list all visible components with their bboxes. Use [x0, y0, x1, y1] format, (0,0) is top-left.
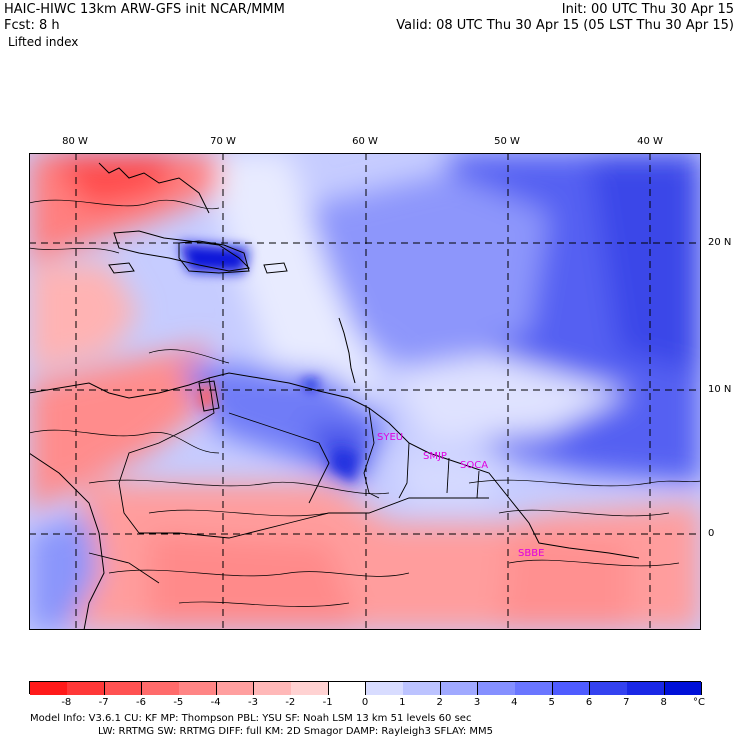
colorbar-unit: °C [693, 697, 705, 708]
lon-label-70w: 70 W [210, 136, 236, 147]
lon-label-60w: 60 W [352, 136, 378, 147]
lat-lon-grid [29, 153, 701, 630]
model-info-line2: LW: RRTMG SW: RRTMG DIFF: full KM: 2D Sm… [98, 726, 494, 737]
colorbar-tick-label: 1 [399, 697, 406, 708]
colorbar-tick-label: -5 [173, 697, 184, 708]
colorbar-swatch [664, 682, 703, 695]
lifted-index-map [29, 153, 701, 630]
colorbar-tick-label: -4 [210, 697, 221, 708]
field-name: Lifted index [8, 35, 79, 49]
colorbar-swatch [478, 682, 516, 695]
colorbar-tick-label: -7 [98, 697, 109, 708]
colorbar-swatch [67, 682, 106, 695]
colorbar-swatch [142, 682, 180, 695]
station-label-sbbe: SBBE [518, 548, 545, 559]
colorbar-swatch [179, 682, 218, 695]
colorbar-swatch [403, 682, 442, 695]
colorbar-swatch [216, 682, 255, 695]
lat-label-10n: 10 N [708, 384, 732, 395]
lat-label-20n: 20 N [708, 237, 732, 248]
colorbar-swatch [515, 682, 554, 695]
colorbar-swatch [552, 682, 591, 695]
forecast-hour: Fcst: 8 h [4, 18, 60, 33]
colorbar [29, 681, 703, 695]
colorbar-tick-label: -2 [285, 697, 296, 708]
colorbar-tick-label: -3 [248, 697, 258, 708]
colorbar-tick-label: -6 [136, 697, 146, 708]
lon-label-40w: 40 W [637, 136, 663, 147]
model-title: HAIC-HIWC 13km ARW-GFS init NCAR/MMM [4, 2, 285, 17]
colorbar-tick-label: 3 [473, 697, 481, 708]
colorbar-tick-label: 8 [660, 697, 667, 708]
station-label-smjp: SMJP [423, 451, 447, 462]
colorbar-tick-label: 5 [548, 697, 555, 708]
colorbar-swatch [366, 682, 404, 695]
country-borders [88, 377, 489, 584]
model-info-line1: Model Info: V3.6.1 CU: KF MP: Thompson P… [30, 713, 472, 724]
colorbar-swatch [30, 682, 68, 695]
colorbar-swatch [254, 682, 292, 695]
colorbar-swatch [627, 682, 666, 695]
colorbar-tick-label: 6 [585, 697, 593, 708]
coastlines [29, 162, 640, 630]
colorbar-swatch [291, 682, 330, 695]
station-label-syeu: SYEU [377, 432, 404, 443]
station-label-soca: SOCA [460, 460, 489, 471]
colorbar-tick-label: -1 [322, 697, 333, 708]
colorbar-swatch [440, 682, 479, 695]
lon-label-80w: 80 W [62, 136, 88, 147]
colorbar-tick-label: 2 [436, 697, 443, 708]
colorbar-tick-label: 0 [361, 697, 369, 708]
colorbar-tick-label: -8 [61, 697, 72, 708]
lon-label-50w: 50 W [494, 136, 520, 147]
colorbar-swatch [328, 682, 367, 695]
colorbar-tick-label: 7 [623, 697, 630, 708]
colorbar-swatch [590, 682, 628, 695]
valid-time: Valid: 08 UTC Thu 30 Apr 15 (05 LST Thu … [396, 18, 734, 33]
init-time: Init: 00 UTC Thu 30 Apr 15 [561, 2, 734, 17]
colorbar-tick-label: 4 [511, 697, 518, 708]
colorbar-swatch [104, 682, 143, 695]
field-shading [29, 153, 701, 630]
lat-label-0: 0 [708, 528, 715, 539]
